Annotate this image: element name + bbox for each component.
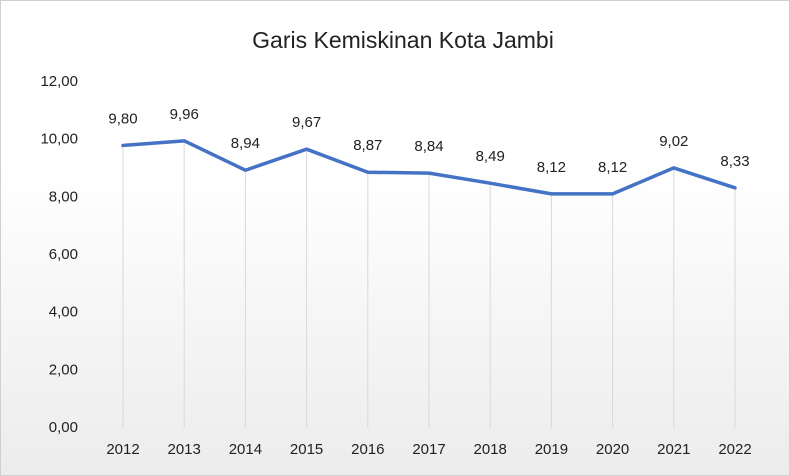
x-tick-label: 2012 — [106, 441, 139, 458]
data-label: 9,96 — [170, 106, 199, 123]
data-label: 9,67 — [292, 114, 321, 131]
data-label: 8,94 — [231, 135, 260, 152]
y-tick-label: 8,00 — [49, 188, 78, 205]
data-label: 8,12 — [537, 159, 566, 176]
x-tick-label: 2020 — [596, 441, 629, 458]
y-tick-label: 0,00 — [49, 419, 78, 436]
x-tick-label: 2022 — [718, 441, 751, 458]
chart-title: Garis Kemiskinan Kota Jambi — [252, 27, 554, 53]
y-tick-label: 4,00 — [49, 304, 78, 321]
x-tick-label: 2021 — [657, 441, 690, 458]
y-tick-label: 6,00 — [49, 246, 78, 263]
data-label: 8,49 — [476, 148, 505, 165]
data-label: 8,84 — [414, 138, 443, 155]
data-label: 8,12 — [598, 159, 627, 176]
y-tick-label: 10,00 — [40, 131, 78, 148]
data-line — [121, 139, 737, 196]
data-label: 8,87 — [353, 137, 382, 154]
data-label: 9,02 — [659, 133, 688, 150]
x-tick-label: 2019 — [535, 441, 568, 458]
data-label: 8,33 — [720, 153, 749, 170]
data-label: 9,80 — [108, 110, 137, 127]
y-tick-label: 2,00 — [49, 361, 78, 378]
x-tick-label: 2017 — [412, 441, 445, 458]
x-tick-label: 2013 — [168, 441, 201, 458]
x-tick-label: 2015 — [290, 441, 323, 458]
x-tick-label: 2016 — [351, 441, 384, 458]
x-tick-label: 2018 — [474, 441, 507, 458]
x-tick-label: 2014 — [229, 441, 262, 458]
y-tick-label: 12,00 — [40, 73, 78, 90]
